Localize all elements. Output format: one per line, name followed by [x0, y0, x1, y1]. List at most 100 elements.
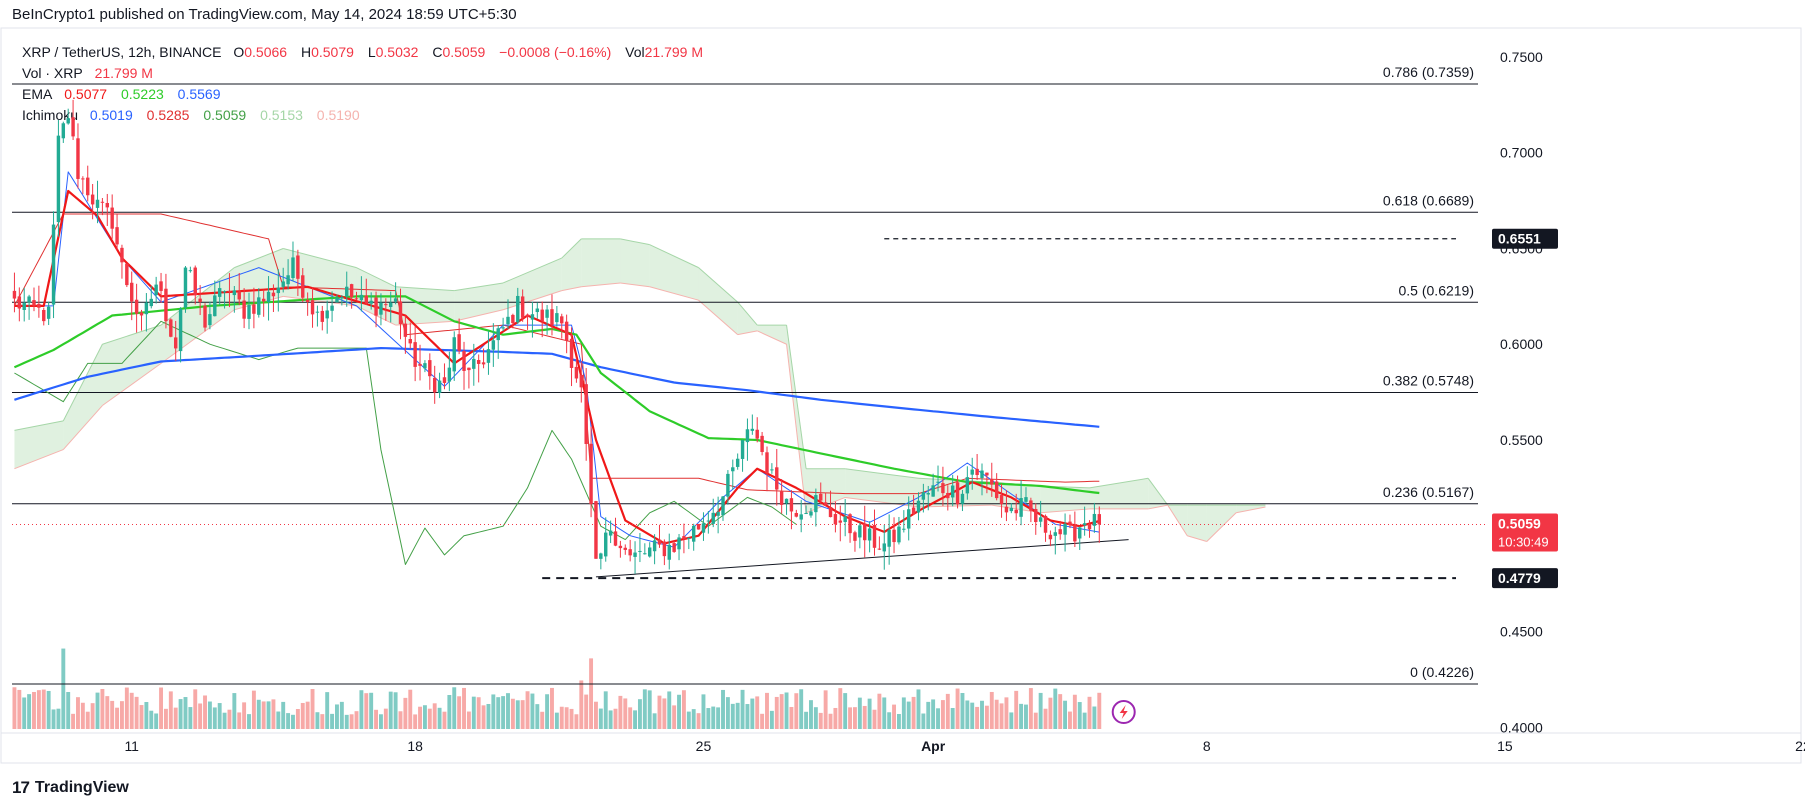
candle-body: [227, 291, 232, 293]
volume-bar: [999, 703, 1004, 729]
candle-body: [926, 493, 930, 495]
candle-body: [315, 311, 320, 313]
volume-bar: [305, 701, 310, 729]
tradingview-brand[interactable]: 17 TradingView: [12, 778, 129, 798]
time-axis[interactable]: 111825Apr81522May7132026Jun: [124, 738, 1805, 754]
volume-bar: [701, 694, 706, 729]
candle-body: [848, 514, 852, 534]
candle-body: [359, 294, 364, 301]
candle-body: [501, 327, 505, 329]
ichimoku-chikou-line: [14, 320, 797, 565]
volume-bar: [247, 714, 251, 729]
candle-body: [86, 177, 90, 196]
candle-body: [1024, 497, 1028, 502]
candle-body: [481, 362, 486, 365]
ohlc-row[interactable]: XRP / TetherUS, 12h, BINANCE O 0.5059 0.50…: [22, 42, 713, 63]
volume-bar: [867, 698, 872, 729]
volume-bar: [984, 705, 989, 729]
candle-body: [599, 553, 603, 559]
volume-bar: [672, 705, 677, 729]
volume-bar: [857, 697, 862, 729]
ema-label[interactable]: EMA: [22, 86, 53, 102]
cloud-span-b: [1187, 535, 1207, 542]
volume-bar: [291, 714, 295, 729]
volume-bar: [295, 709, 300, 729]
candle-body: [149, 298, 153, 307]
candle-body: [682, 536, 686, 539]
symbol-label[interactable]: XRP / TetherUS, 12h, BINANCE: [22, 44, 222, 60]
volume-indicator-label[interactable]: Vol · XRP: [22, 65, 83, 81]
cloud-span-a: [845, 468, 919, 479]
volume-bar: [378, 714, 383, 729]
candle-body: [936, 481, 940, 483]
cloud-segment: [1148, 478, 1168, 509]
high-label: H: [300, 44, 312, 60]
cloud-segment: [1040, 485, 1090, 513]
candle-body: [652, 540, 657, 552]
volume-bar: [970, 702, 975, 729]
chart-frame: [0, 27, 1802, 764]
candle-body: [169, 319, 173, 337]
fibonacci-levels[interactable]: 0.786 (0.7359) 0.618 (0.6689) 0.5 (0.6219)…: [12, 64, 1478, 685]
candle-body: [520, 296, 525, 318]
candle-body: [476, 360, 481, 364]
volume-bar: [662, 698, 667, 729]
candle-body: [1078, 527, 1082, 539]
fib-level-label: 0 (0.4226): [1410, 664, 1474, 680]
candlesticks[interactable]: [12, 99, 1101, 574]
candle-body: [408, 339, 412, 344]
candle-body: [134, 299, 139, 314]
volume-bar: [1072, 694, 1077, 729]
candle-body: [1092, 513, 1097, 526]
cloud-span-b: [581, 282, 621, 288]
cloud-segment: [698, 267, 738, 335]
candle-body: [486, 349, 491, 363]
ema-row[interactable]: EMA 0.5077 0.5223 0.5569: [22, 84, 713, 105]
cloud-segment: [14, 420, 64, 469]
candle-body: [604, 532, 608, 557]
candle-body: [594, 501, 598, 559]
candle-body: [946, 492, 950, 499]
chart-legend: XRP / TetherUS, 12h, BINANCE O 0.5059 0.50…: [22, 42, 713, 126]
candle-body: [1029, 500, 1033, 511]
candle-body: [799, 514, 803, 520]
ichimoku-kijun-value: 0.5285: [146, 107, 190, 123]
volume-bar: [554, 712, 559, 729]
candle-body: [447, 367, 452, 382]
ichimoku-label[interactable]: Ichimoku: [22, 107, 79, 123]
candle-body: [608, 530, 613, 536]
volume-bar: [71, 713, 76, 729]
ichimoku-row[interactable]: Ichimoku 0.5019 0.5285 0.5059 0.5153 0.5…: [22, 105, 713, 126]
volume-bar: [794, 693, 799, 729]
cloud-segment: [1206, 505, 1237, 542]
volume-bar: [637, 699, 642, 729]
price-axis[interactable]: 0.75000.70000.65000.60000.55000.50000.45…: [1111, 49, 1558, 735]
candle-body: [775, 467, 779, 490]
volume-row[interactable]: Vol · XRP 21.799 M: [22, 63, 713, 84]
volume-bar: [745, 704, 750, 729]
candle-body: [81, 178, 85, 180]
candle-body: [130, 282, 134, 302]
volume-bar: [85, 711, 90, 729]
candle-body: [970, 469, 974, 475]
volume-bar: [906, 701, 911, 729]
volume-bar: [422, 705, 427, 729]
volume-bar: [774, 696, 779, 729]
volume-bar: [364, 693, 369, 729]
volume-bar: [980, 700, 984, 729]
price-badge: [1492, 568, 1558, 589]
volume-bar: [525, 691, 530, 729]
volume-bar: [119, 701, 124, 729]
volume-bar: [100, 688, 105, 729]
volume-bar: [178, 699, 183, 729]
cloud-segment: [161, 267, 235, 364]
candle-body: [1082, 523, 1087, 526]
candle-body: [1034, 508, 1038, 523]
volume-bar: [437, 707, 442, 729]
volume-bar: [232, 693, 237, 729]
candle-body: [457, 334, 461, 351]
volume-bar: [129, 692, 134, 729]
volume-bar: [882, 697, 887, 729]
candle-body: [887, 529, 891, 547]
